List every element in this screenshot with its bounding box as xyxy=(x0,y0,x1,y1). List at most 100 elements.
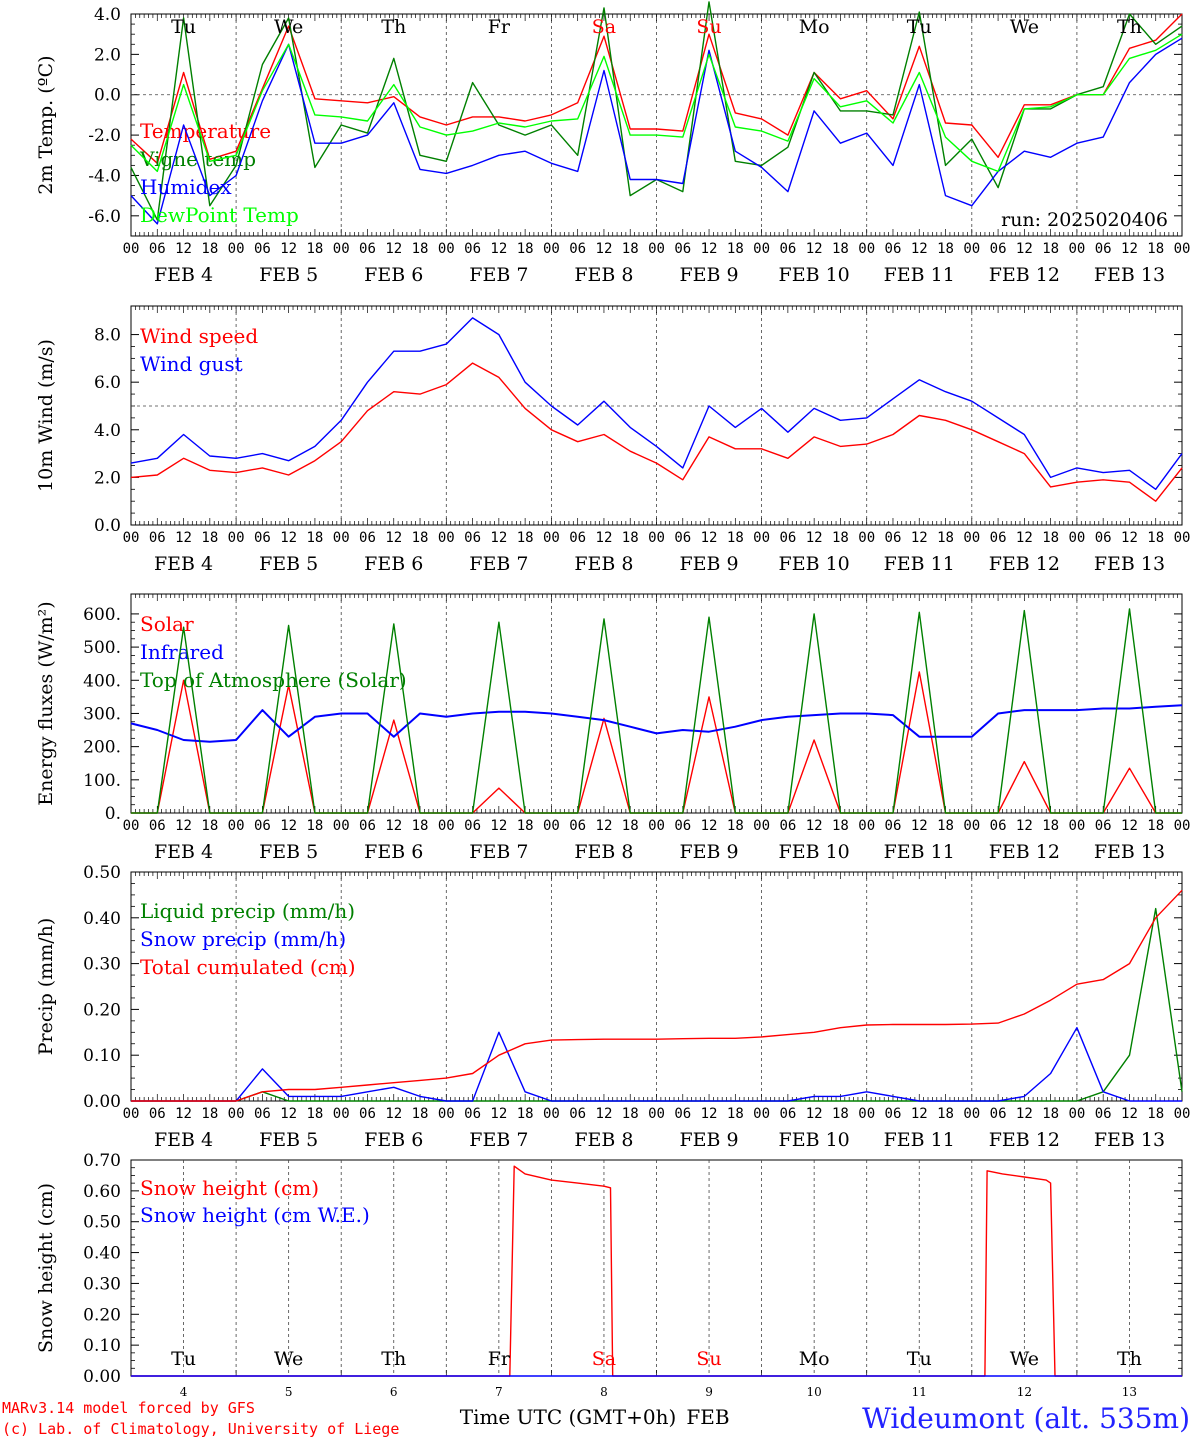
x-hour-label: 00 xyxy=(228,818,245,834)
x-day-number: 6 xyxy=(390,1385,398,1399)
x-hour-label: 18 xyxy=(1147,818,1164,834)
x-hour-label: 00 xyxy=(438,818,455,834)
x-date-label: FEB 13 xyxy=(1094,553,1165,575)
x-date-label: FEB 6 xyxy=(364,553,423,575)
x-hour-label: 18 xyxy=(832,241,849,257)
x-hour-label: 12 xyxy=(596,241,613,257)
day-name-label: Mo xyxy=(799,16,830,38)
x-date-label: FEB 4 xyxy=(154,841,213,863)
y-axis-label: Snow height (cm) xyxy=(35,1183,57,1353)
x-hour-label: 12 xyxy=(385,241,402,257)
x-hour-label: 12 xyxy=(1016,818,1033,834)
x-date-label: FEB 7 xyxy=(469,553,528,575)
y-tick-label: -2.0 xyxy=(88,126,121,146)
y-axis-label: 2m Temp. (ºC) xyxy=(35,55,57,194)
x-hour-label: 00 xyxy=(228,1106,245,1122)
x-hour-label: 06 xyxy=(359,1106,376,1122)
y-tick-label: 6.0 xyxy=(94,373,121,393)
x-hour-label: 12 xyxy=(175,1106,192,1122)
legend-entry: Wind speed xyxy=(140,324,258,348)
x-day-number: 7 xyxy=(495,1385,503,1399)
x-hour-label: 12 xyxy=(490,241,507,257)
legend-entry: Snow height (cm) xyxy=(140,1176,319,1200)
day-name-label: We xyxy=(274,16,303,38)
x-hour-label: 06 xyxy=(885,1106,902,1122)
x-date-label: FEB 6 xyxy=(364,1129,423,1151)
legend-entry: Top of Atmosphere (Solar) xyxy=(140,668,407,692)
x-hour-label: 00 xyxy=(648,1106,665,1122)
x-hour-label: 12 xyxy=(385,1106,402,1122)
x-hour-label: 00 xyxy=(228,241,245,257)
x-hour-label: 06 xyxy=(359,241,376,257)
x-hour-label: 00 xyxy=(648,818,665,834)
series-line-wind-gust xyxy=(130,317,1183,490)
x-date-label: FEB 10 xyxy=(779,1129,850,1151)
x-hour-label: 00 xyxy=(543,530,560,546)
x-hour-label: 12 xyxy=(806,241,823,257)
x-hour-label: 18 xyxy=(306,1106,323,1122)
x-hour-label: 12 xyxy=(1016,1106,1033,1122)
x-date-label: FEB 12 xyxy=(989,264,1060,286)
day-name-label: Th xyxy=(381,1348,406,1370)
x-day-number: 11 xyxy=(912,1385,927,1399)
x-hour-label: 18 xyxy=(1042,818,1059,834)
x-hour-label: 12 xyxy=(175,530,192,546)
x-hour-label: 12 xyxy=(701,241,718,257)
y-tick-label: -6.0 xyxy=(88,207,121,227)
y-tick-label: 0.50 xyxy=(83,863,121,883)
x-hour-label: 18 xyxy=(201,1106,218,1122)
x-hour-label: 06 xyxy=(149,1106,166,1122)
day-name-label: Th xyxy=(1117,1348,1142,1370)
x-hour-label: 06 xyxy=(779,818,796,834)
x-hour-label: 00 xyxy=(123,818,140,834)
x-hour-label: 06 xyxy=(149,241,166,257)
y-tick-label: 300. xyxy=(83,704,121,724)
y-tick-label: 0. xyxy=(105,804,121,824)
x-hour-label: 00 xyxy=(123,530,140,546)
y-tick-label: 200. xyxy=(83,738,121,758)
x-date-label: FEB 12 xyxy=(989,841,1060,863)
x-hour-label: 12 xyxy=(806,530,823,546)
x-hour-label: 06 xyxy=(990,241,1007,257)
legend-entry: Infrared xyxy=(140,640,224,664)
x-hour-label: 18 xyxy=(727,241,744,257)
x-hour-label: 06 xyxy=(254,530,271,546)
y-tick-label: 0.00 xyxy=(83,1367,121,1387)
x-hour-label: 00 xyxy=(963,241,980,257)
x-hour-label: 06 xyxy=(674,530,691,546)
x-hour-label: 12 xyxy=(911,530,928,546)
x-hour-label: 00 xyxy=(858,530,875,546)
x-hour-label: 12 xyxy=(806,1106,823,1122)
x-hour-label: 18 xyxy=(937,1106,954,1122)
x-hour-label: 06 xyxy=(1095,530,1112,546)
x-hour-label: 12 xyxy=(385,818,402,834)
x-hour-label: 12 xyxy=(490,818,507,834)
x-hour-label: 18 xyxy=(412,530,429,546)
x-date-label: FEB 7 xyxy=(469,264,528,286)
x-date-label: FEB 6 xyxy=(364,841,423,863)
x-day-number: 10 xyxy=(807,1385,822,1399)
x-hour-label: 00 xyxy=(753,818,770,834)
x-hour-label: 00 xyxy=(333,241,350,257)
x-hour-label: 00 xyxy=(963,818,980,834)
y-tick-label: 0.70 xyxy=(83,1151,121,1171)
x-hour-label: 06 xyxy=(569,1106,586,1122)
x-hour-label: 06 xyxy=(779,530,796,546)
series-line-infrared xyxy=(130,704,1183,743)
series-line-total-cumulated-cm- xyxy=(131,889,1183,1102)
model-credit: MARv3.14 model forced by GFS xyxy=(2,1399,255,1417)
x-hour-label: 18 xyxy=(622,818,639,834)
y-tick-label: 4.0 xyxy=(94,5,121,25)
x-hour-label: 06 xyxy=(885,530,902,546)
x-hour-label: 18 xyxy=(1042,241,1059,257)
y-tick-label: -4.0 xyxy=(88,166,121,186)
series-line-solar xyxy=(131,671,1182,814)
x-hour-label: 06 xyxy=(1095,1106,1112,1122)
x-hour-label: 06 xyxy=(149,530,166,546)
x-date-label: FEB 4 xyxy=(154,553,213,575)
y-tick-label: 0.0 xyxy=(94,86,121,106)
x-date-label: FEB 10 xyxy=(779,841,850,863)
x-hour-label: 06 xyxy=(464,530,481,546)
x-hour-label: 06 xyxy=(569,818,586,834)
panel-2: 0.0 2.0 4.0 6.0 8.0 10m Wind (m/s) Wind speed W… xyxy=(35,305,1190,575)
